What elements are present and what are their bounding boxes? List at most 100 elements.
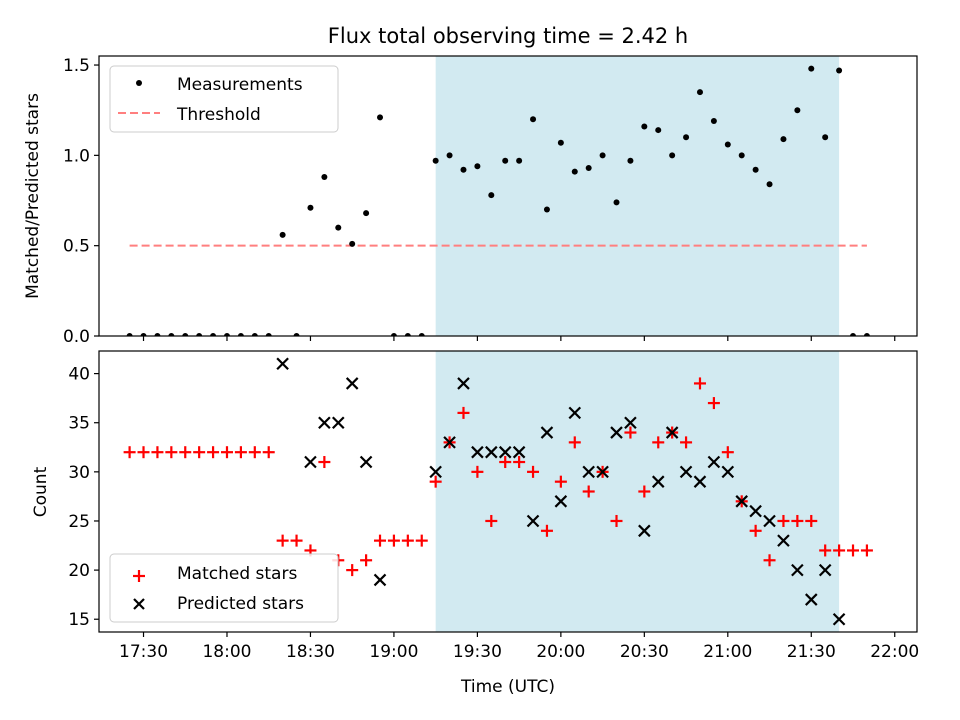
measurement-point [418,333,425,336]
measurement-point [557,139,564,146]
measurement-point [210,333,217,336]
measurement-points [126,65,870,336]
matched-point [847,544,860,557]
matched-point [582,485,595,498]
matched-point [652,436,665,449]
legend-matched-stars: Matched stars [177,564,297,584]
measurement-point [571,168,578,175]
predicted-point [818,563,832,577]
matched-point [527,465,540,478]
measurement-point [404,333,411,336]
measurement-point [335,224,342,231]
measurement-point [863,333,870,336]
measurement-point [516,157,523,164]
top-y-axis-label: Matched/Predicted stars [23,93,43,299]
top-axes-frame [98,55,918,337]
bottom-axes-frame [98,350,918,633]
x-tick-label: 20:30 [620,642,669,662]
measurement-point [126,333,133,336]
predicted-point [791,563,804,577]
matched-point [513,456,526,469]
predicted-point [651,475,665,488]
predicted-point [610,426,623,439]
measurement-point [182,333,189,336]
measurement-point [321,174,328,181]
measurement-point [585,165,592,171]
top-legend: Measurements Threshold [109,65,339,133]
matched-point [749,524,762,537]
legend-x-icon [133,598,145,610]
matched-point [290,534,303,547]
measurement-point [752,166,759,173]
matched-point [499,456,512,469]
matched-point [346,564,359,577]
measurement-point [349,240,356,247]
measurement-point [669,152,676,159]
matched-point [610,514,623,527]
matched-point [262,446,275,459]
matched-point [471,465,484,478]
top-panel: 0.0 0.5 1.0 1.5 Matched/Predicted stars Mea… [23,55,918,347]
matched-point [165,446,178,459]
y-tick-label: 0.5 [63,237,90,257]
measurement-point [683,134,690,141]
matched-point [234,446,247,459]
measurement-point [446,152,453,159]
measurement-point [836,67,843,74]
predicted-point [707,455,721,469]
legend-dot-icon [136,80,142,86]
measurement-point [140,333,147,336]
x-tick-label: 22:00 [870,642,919,662]
y-tick-label: 1.0 [63,146,90,166]
predicted-point [359,455,373,469]
measurement-point [766,181,773,188]
measurement-point [154,333,161,336]
predicted-point [276,357,289,371]
bottom-legend: Matched stars Predicted stars [109,553,339,623]
measurement-point [738,152,745,159]
predicted-point [735,495,748,508]
measurement-point [279,231,286,238]
matched-point [360,554,373,567]
predicted-point [443,436,456,449]
legend-measurements: Measurements [177,75,303,95]
x-tick-label: 18:30 [286,642,335,662]
measurement-point [780,136,787,143]
predicted-point [485,445,498,459]
matched-point [624,426,637,439]
measurement-point [543,206,550,213]
predicted-point [512,445,526,459]
measurement-point [390,333,397,336]
matched-point [207,446,220,459]
matched-point [819,544,832,557]
x-tick-label: 17:30 [119,642,168,662]
matched-point [387,534,400,547]
matched-point [374,534,387,547]
x-tick-label: 19:00 [369,642,418,662]
matched-point [276,534,289,547]
bottom-y-axis-label: Count [31,466,51,517]
matched-point [860,544,873,557]
matched-point [791,514,804,527]
predicted-point [804,593,818,606]
predicted-point [498,445,512,459]
matched-point [693,377,706,390]
predicted-point [554,495,568,508]
predicted-point [582,465,595,479]
matched-point [707,397,720,410]
bottom-y-ticks: 15 20 25 30 35 40 [68,365,99,630]
x-tick-label: 21:30 [787,642,836,662]
matched-point [833,544,846,557]
y-tick-label: 1.5 [63,56,90,76]
x-tick-label: 19:30 [453,642,502,662]
measurement-point [265,333,272,336]
x-axis-label: Time (UTC) [460,677,555,697]
predicted-point [749,504,762,518]
matched-point [193,446,206,459]
x-tick-label: 21:00 [703,642,752,662]
measurement-point [168,333,175,336]
predicted-point [665,426,679,439]
predicted-point [832,612,846,626]
matched-point [151,446,164,459]
